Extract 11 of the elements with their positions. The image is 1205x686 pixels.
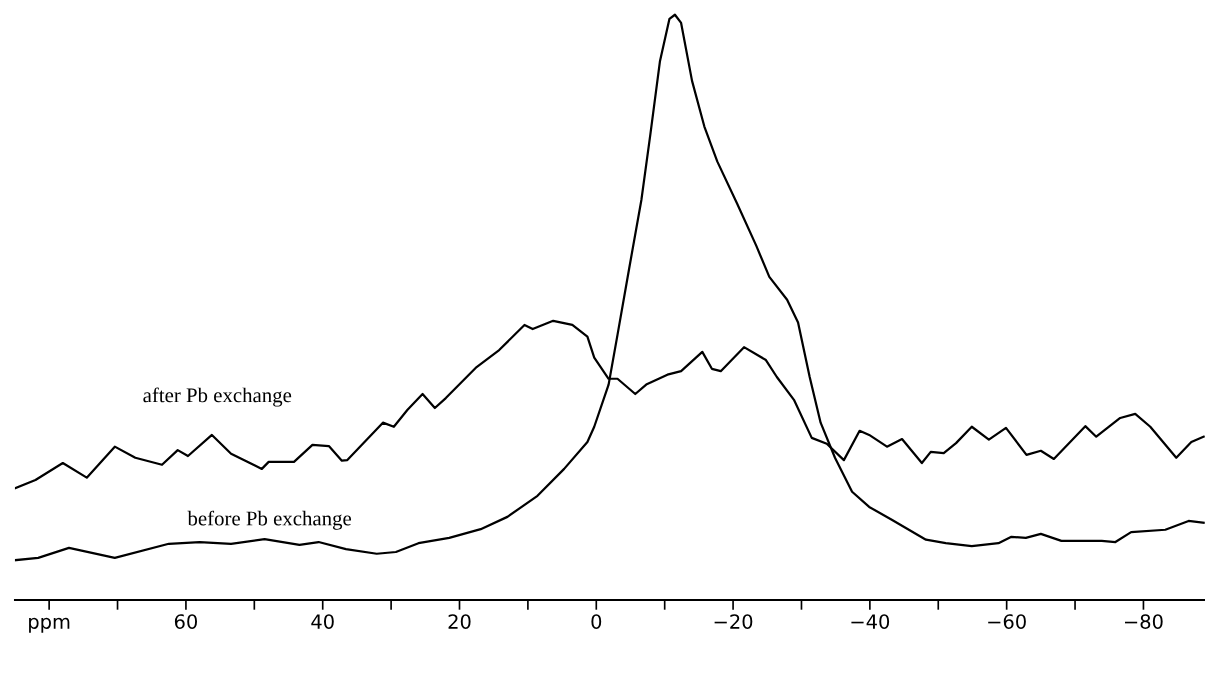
x-tick-label: −20: [714, 614, 753, 629]
series-label: before Pb exchange: [187, 510, 352, 530]
x-tick-label: −60: [988, 614, 1026, 629]
x-tick-label: 20: [448, 614, 471, 629]
x-tick-label: ppm: [29, 617, 70, 633]
x-tick-label: 0: [591, 614, 602, 629]
x-tick-label: 40: [311, 614, 334, 629]
series-label: after Pb exchange: [143, 387, 292, 407]
x-tick-label: −80: [1124, 614, 1163, 629]
x-tick-label: −40: [851, 614, 890, 629]
x-tick-label: 60: [174, 614, 198, 629]
